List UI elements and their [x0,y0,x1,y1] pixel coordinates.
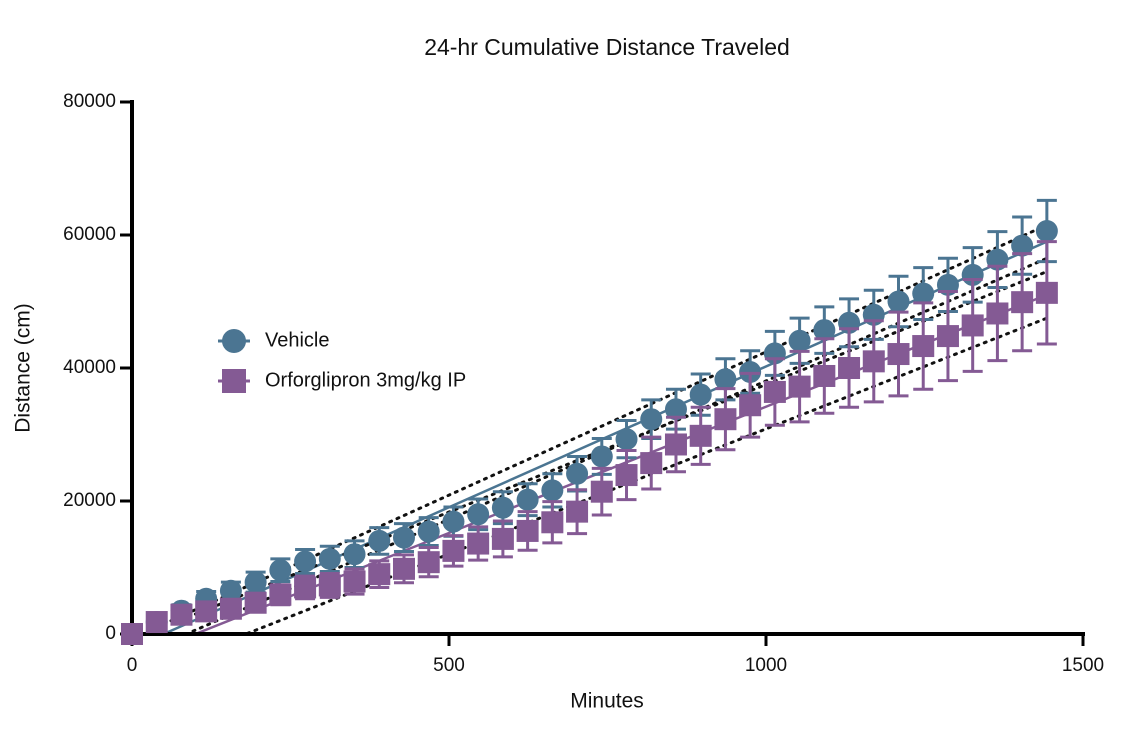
data-point [318,547,341,570]
data-point [1011,291,1034,314]
data-point [491,496,514,519]
data-point [714,368,737,391]
data-point [516,519,539,542]
data-point [516,488,539,511]
data-point [912,335,935,358]
data-point [219,579,242,602]
data-point [689,383,712,406]
legend-marker [222,329,246,353]
data-point [961,314,984,337]
data-point [244,571,267,594]
y-tick-label: 20000 [63,490,116,511]
data-point [392,526,415,549]
data-point [813,319,836,342]
data-point [417,551,440,574]
data-point [318,574,341,597]
data-point [640,408,663,431]
data-point [442,510,465,533]
data-point [862,350,885,373]
data-point [838,357,861,379]
data-point [467,503,490,526]
legend-marker [222,369,246,393]
data-point [887,343,910,366]
data-point [1011,234,1034,257]
data-point [170,603,193,626]
data-point [244,591,267,614]
data-point [442,539,465,562]
x-tick-label: 1000 [745,655,787,676]
y-tick-label: 60000 [63,224,116,245]
chart-title: 24-hr Cumulative Distance Traveled [424,34,790,60]
data-point [813,364,836,387]
data-point [566,500,589,523]
data-point [392,557,415,580]
data-point [467,532,490,555]
data-point [541,511,564,534]
data-point [986,302,1009,325]
legend-label: Orforglipron 3mg/kg IP [265,369,466,391]
data-point [269,559,292,582]
data-point [121,623,143,645]
data-point [664,433,687,456]
data-point [689,424,712,447]
y-tick-label: 40000 [63,357,116,378]
data-point [664,398,687,421]
data-point [763,380,786,403]
data-point [788,375,811,398]
data-point [145,611,168,634]
data-point [788,329,811,352]
data-point [343,570,366,593]
data-point [368,563,391,586]
data-point [615,464,638,487]
data-point [294,550,317,573]
data-point [566,462,589,485]
y-axis-label: Distance (cm) [12,303,35,433]
data-point [343,543,366,566]
data-point [1035,220,1058,243]
data-point [219,597,242,620]
y-tick-label: 0 [105,623,116,644]
data-point [590,480,613,503]
data-point [541,479,564,502]
data-point [294,576,317,599]
data-point [491,527,514,550]
x-tick-label: 1500 [1062,655,1104,676]
data-point [714,408,737,431]
data-point [912,282,935,305]
data-point [887,290,910,313]
data-point [936,325,959,348]
data-point [195,600,218,623]
x-tick-label: 0 [127,655,138,676]
data-point [269,583,292,606]
legend-label: Vehicle [265,329,330,351]
data-point [590,445,613,468]
data-point [417,520,440,543]
data-point [368,529,391,552]
data-point [640,452,663,475]
y-tick-label: 80000 [63,91,116,112]
data-point [615,428,638,451]
x-axis-label: Minutes [570,690,644,713]
data-point [739,394,762,417]
data-point [1035,281,1058,304]
x-tick-label: 500 [433,655,465,676]
